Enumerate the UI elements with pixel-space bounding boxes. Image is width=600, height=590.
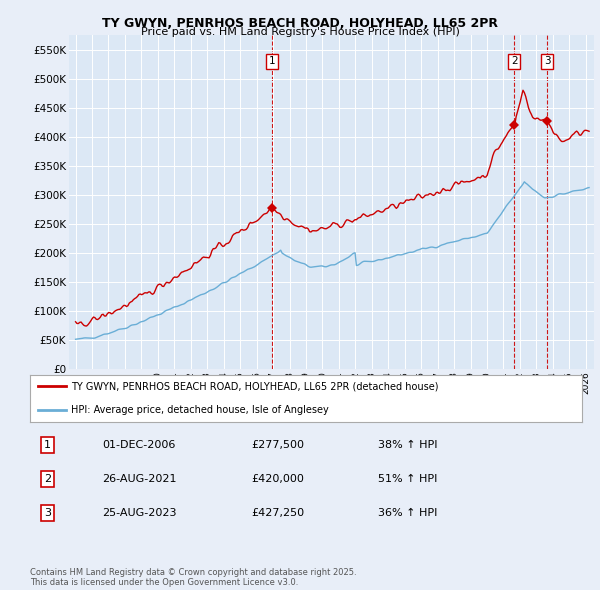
Text: 3: 3 <box>544 57 550 67</box>
Text: 2: 2 <box>511 57 517 67</box>
Text: HPI: Average price, detached house, Isle of Anglesey: HPI: Average price, detached house, Isle… <box>71 405 329 415</box>
Text: 3: 3 <box>44 508 51 518</box>
Text: 01-DEC-2006: 01-DEC-2006 <box>102 440 175 450</box>
Text: 2: 2 <box>44 474 51 484</box>
Text: 36% ↑ HPI: 36% ↑ HPI <box>378 508 437 518</box>
Text: £420,000: £420,000 <box>251 474 304 484</box>
Text: TY GWYN, PENRHOS BEACH ROAD, HOLYHEAD, LL65 2PR (detached house): TY GWYN, PENRHOS BEACH ROAD, HOLYHEAD, L… <box>71 382 439 391</box>
Text: 1: 1 <box>44 440 51 450</box>
Text: £277,500: £277,500 <box>251 440 304 450</box>
Text: TY GWYN, PENRHOS BEACH ROAD, HOLYHEAD, LL65 2PR: TY GWYN, PENRHOS BEACH ROAD, HOLYHEAD, L… <box>102 17 498 30</box>
Text: 51% ↑ HPI: 51% ↑ HPI <box>378 474 437 484</box>
Text: 1: 1 <box>268 57 275 67</box>
Text: £427,250: £427,250 <box>251 508 304 518</box>
Text: 25-AUG-2023: 25-AUG-2023 <box>102 508 176 518</box>
Text: Contains HM Land Registry data © Crown copyright and database right 2025.
This d: Contains HM Land Registry data © Crown c… <box>30 568 356 587</box>
Text: 26-AUG-2021: 26-AUG-2021 <box>102 474 176 484</box>
Text: 38% ↑ HPI: 38% ↑ HPI <box>378 440 437 450</box>
Text: Price paid vs. HM Land Registry's House Price Index (HPI): Price paid vs. HM Land Registry's House … <box>140 27 460 37</box>
